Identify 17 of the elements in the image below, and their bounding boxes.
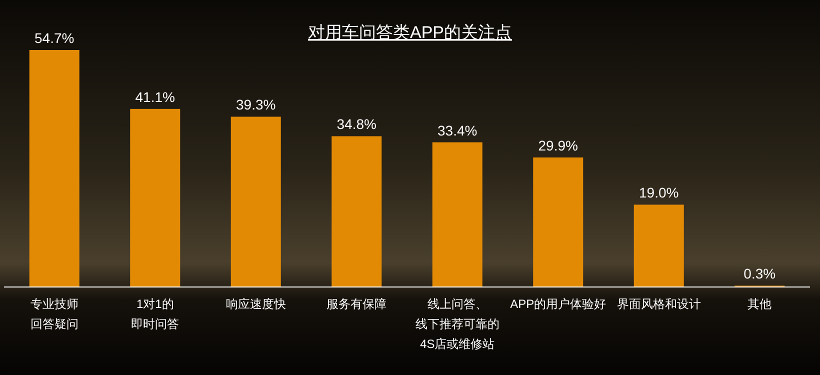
- data-label: 0.3%: [744, 266, 776, 282]
- data-label: 34.8%: [336, 116, 376, 132]
- chart-title: 对用车问答类APP的关注点: [308, 23, 512, 42]
- x-tick-label: 专业技师回答疑问: [30, 297, 78, 331]
- x-tick-label: 线上问答、线下推荐可靠的4S店或维修站: [415, 297, 500, 351]
- x-tick-label: 其他: [748, 297, 772, 311]
- x-tick-label: 1对1的即时问答: [131, 297, 180, 331]
- data-label: 19.0%: [639, 184, 679, 201]
- x-tick-label: 响应速度快: [226, 297, 286, 311]
- data-label: 54.7%: [34, 30, 74, 46]
- x-tick-label: 界面风格和设计: [616, 297, 701, 311]
- x-tick-label: 服务有保障: [326, 297, 387, 311]
- data-label: 39.3%: [236, 96, 276, 113]
- data-label: 29.9%: [538, 137, 578, 154]
- data-label: 41.1%: [135, 88, 175, 105]
- x-tick-label: APP的用户体验好: [510, 297, 606, 311]
- data-label: 33.4%: [438, 122, 478, 138]
